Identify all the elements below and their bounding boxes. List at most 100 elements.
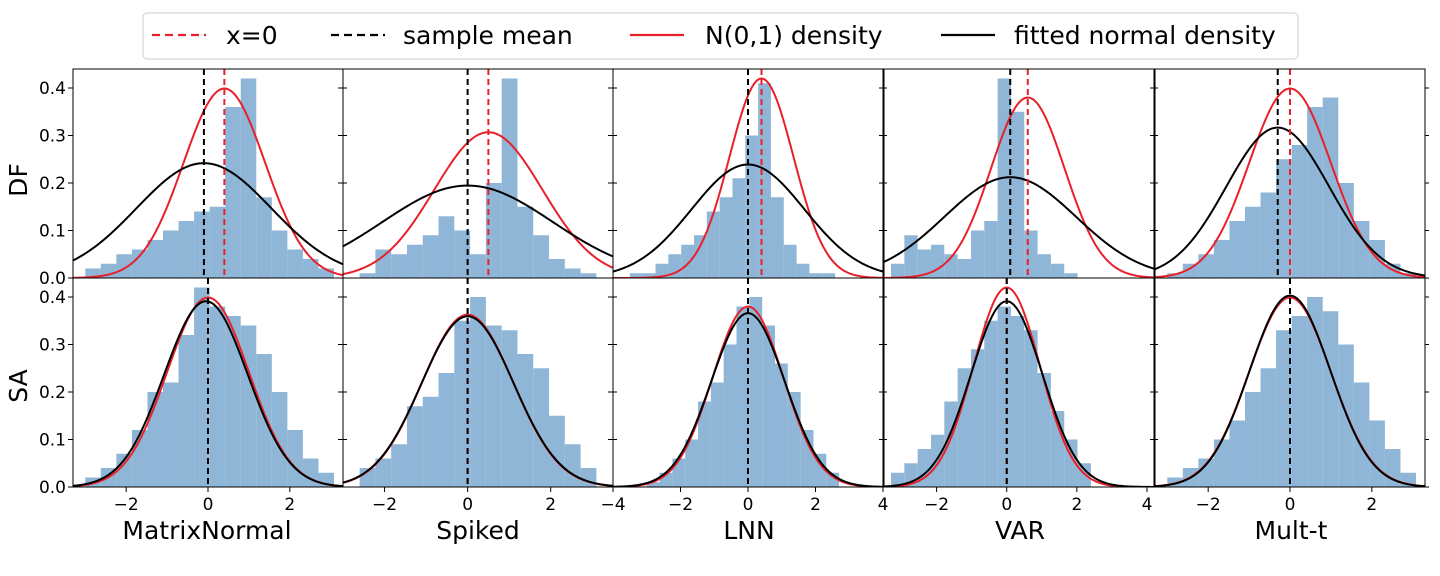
- histogram-bar: [1198, 254, 1214, 278]
- y-tick-label: 0.1: [39, 222, 66, 242]
- histogram-bar: [209, 306, 226, 487]
- panel-sa-var-plot-area: [884, 278, 1154, 487]
- histogram-bar: [770, 197, 784, 278]
- panel-df-lnn-plot-area: [613, 69, 883, 278]
- y-axis-ticks: 0.00.10.20.30.40.00.10.20.30.4: [39, 79, 66, 498]
- histogram-bar: [1245, 392, 1261, 487]
- histogram-bar: [131, 249, 148, 278]
- histogram-bar: [1322, 311, 1339, 487]
- histogram-bar: [178, 221, 195, 278]
- histogram-bar: [813, 453, 827, 487]
- panel-df-matrixnormal: [68, 68, 347, 279]
- histogram-bar: [225, 316, 241, 487]
- histogram-bar: [970, 230, 985, 278]
- histogram-bar: [984, 320, 998, 487]
- histogram-bar: [1260, 192, 1277, 278]
- panel-df-mult-t: [1150, 68, 1429, 279]
- row-label-df: DF: [4, 163, 33, 197]
- histogram-bar: [391, 254, 407, 278]
- histogram-bar: [256, 354, 272, 487]
- n01-density-curve: [343, 131, 613, 276]
- histogram-bar: [454, 230, 471, 278]
- panel-df-matrixnormal-plot-area: [73, 69, 343, 278]
- x-tick-label: 2: [1366, 495, 1377, 515]
- x-tick-label: −2: [1196, 495, 1221, 515]
- n01-density-curve: [613, 77, 883, 278]
- histogram-bar: [116, 453, 132, 487]
- histogram-bar: [271, 230, 288, 278]
- histogram-bar: [745, 135, 759, 278]
- x-tick-label: 0: [203, 495, 214, 515]
- histogram-bar: [256, 197, 272, 278]
- histogram-bar: [710, 382, 724, 487]
- histogram-bar: [533, 235, 550, 278]
- histogram-bar: [1276, 330, 1292, 487]
- histogram-bar: [758, 83, 771, 278]
- histogram-bar: [375, 249, 392, 278]
- histogram-bar: [501, 330, 518, 487]
- histogram-bar: [485, 183, 502, 278]
- histogram-bar: [891, 472, 905, 487]
- histogram-bar: [422, 396, 439, 487]
- column-label-var: VAR: [995, 516, 1045, 545]
- x-axis-ticks: −2 0 2 −2 0 2 −4 −2 0 2 4 −2 0 2 4 −2 0 2: [114, 495, 1378, 515]
- histogram-bar: [438, 373, 455, 487]
- x-tick-label: 2: [1071, 495, 1082, 515]
- x-tick-label: −2: [924, 495, 949, 515]
- n01-density-curve: [73, 87, 343, 278]
- histogram-bar: [723, 344, 737, 487]
- histogram-bar: [732, 178, 746, 278]
- x-tick-label: −2: [114, 495, 139, 515]
- x-tick-label: 0: [1001, 495, 1012, 515]
- histogram-bar: [762, 325, 775, 487]
- legend: x=0 sample mean N(0,1) density fitted no…: [142, 12, 1299, 60]
- histogram-bar: [1064, 273, 1078, 278]
- column-label-lnn: LNN: [723, 516, 774, 545]
- row-label-sa: SA: [4, 369, 33, 402]
- histogram-bar: [549, 415, 565, 487]
- panel-df-var: [879, 68, 1158, 279]
- panel-df-spiked-frame: [342, 68, 614, 279]
- histogram-bar: [719, 197, 733, 278]
- histogram-bar: [131, 430, 148, 487]
- histogram-bar: [163, 382, 179, 487]
- histogram-bar: [1369, 420, 1385, 487]
- fitted-normal-density-curve: [343, 184, 613, 258]
- histogram-bar: [796, 263, 810, 278]
- histogram-bar: [501, 78, 518, 278]
- histogram-bar: [694, 235, 707, 278]
- histogram-bar: [822, 273, 836, 278]
- y-tick-label: 0.4: [39, 288, 66, 308]
- panel-sa-var-frame: [883, 277, 1155, 488]
- column-label-spiked: Spiked: [436, 516, 520, 545]
- histogram-bar: [1245, 206, 1261, 278]
- histogram-bar: [783, 244, 797, 278]
- x-tick-label: 2: [810, 495, 821, 515]
- histogram-bar: [209, 206, 226, 278]
- histogram-bar: [957, 259, 971, 278]
- histogram-bar: [681, 244, 694, 278]
- histogram-bar: [1024, 230, 1038, 278]
- histogram-bar: [287, 430, 303, 487]
- histogram-bar: [698, 401, 711, 487]
- panel-df-spiked-plot-area: [343, 69, 613, 278]
- histogram-bar: [287, 249, 303, 278]
- histogram-bar: [1167, 477, 1183, 487]
- x-tick-label: 0: [1285, 495, 1296, 515]
- histogram-bar: [1010, 316, 1025, 487]
- x-tick-label: 2: [545, 495, 556, 515]
- panel-sa-lnn: [608, 277, 887, 492]
- histogram-bar: [549, 259, 565, 278]
- y-tick-label: 0.4: [39, 79, 66, 99]
- x-tick-label: 2: [284, 495, 295, 515]
- histogram-bar: [318, 268, 334, 278]
- histogram-bar: [904, 235, 918, 278]
- histogram-bar: [406, 406, 423, 487]
- histogram-bar: [1010, 111, 1025, 278]
- y-tick-label: 0.3: [39, 336, 66, 356]
- histogram-bar: [1229, 420, 1245, 487]
- histogram-bar: [470, 297, 486, 487]
- histogram-bar: [706, 211, 720, 278]
- fitted-normal-density-curve: [343, 315, 613, 487]
